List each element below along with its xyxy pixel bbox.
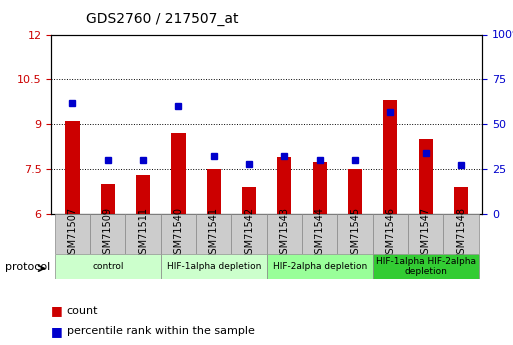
Text: GSM71548: GSM71548 [456, 207, 466, 260]
FancyBboxPatch shape [196, 214, 231, 254]
Text: HIF-1alpha HIF-2alpha
depletion: HIF-1alpha HIF-2alpha depletion [376, 257, 476, 276]
Bar [348, 169, 362, 214]
Bar [383, 100, 398, 214]
Text: GSM71547: GSM71547 [421, 207, 431, 260]
FancyBboxPatch shape [302, 214, 338, 254]
Bar [171, 133, 186, 214]
FancyBboxPatch shape [267, 214, 302, 254]
Text: percentile rank within the sample: percentile rank within the sample [67, 326, 254, 336]
FancyBboxPatch shape [161, 214, 196, 254]
Text: GSM71544: GSM71544 [315, 207, 325, 260]
FancyBboxPatch shape [443, 214, 479, 254]
Text: GSM71543: GSM71543 [280, 207, 289, 260]
FancyBboxPatch shape [161, 254, 267, 279]
FancyBboxPatch shape [373, 254, 479, 279]
Bar [136, 175, 150, 214]
Bar [207, 169, 221, 214]
Text: GDS2760 / 217507_at: GDS2760 / 217507_at [86, 12, 238, 26]
FancyBboxPatch shape [267, 254, 373, 279]
Text: ■: ■ [51, 304, 63, 317]
Text: control: control [92, 262, 124, 271]
Text: ■: ■ [51, 325, 63, 338]
Bar [419, 139, 433, 214]
Bar [66, 121, 80, 214]
FancyBboxPatch shape [90, 214, 126, 254]
Text: HIF-1alpha depletion: HIF-1alpha depletion [167, 262, 261, 271]
Text: GSM71545: GSM71545 [350, 207, 360, 260]
FancyBboxPatch shape [338, 214, 373, 254]
FancyBboxPatch shape [231, 214, 267, 254]
Text: GSM71509: GSM71509 [103, 207, 113, 260]
Text: HIF-2alpha depletion: HIF-2alpha depletion [272, 262, 367, 271]
FancyBboxPatch shape [126, 214, 161, 254]
Text: GSM71507: GSM71507 [68, 207, 77, 260]
Text: count: count [67, 306, 98, 315]
Bar [278, 157, 291, 214]
FancyBboxPatch shape [55, 254, 161, 279]
Text: GSM71546: GSM71546 [385, 207, 396, 260]
Text: GSM71511: GSM71511 [138, 207, 148, 260]
Bar [313, 161, 327, 214]
Bar [242, 187, 256, 214]
Bar [454, 187, 468, 214]
Text: GSM71540: GSM71540 [173, 207, 184, 260]
Text: GSM71541: GSM71541 [209, 207, 219, 260]
Text: GSM71542: GSM71542 [244, 207, 254, 260]
FancyBboxPatch shape [408, 214, 443, 254]
FancyBboxPatch shape [55, 214, 90, 254]
Bar [101, 184, 115, 214]
Text: protocol: protocol [5, 263, 50, 272]
FancyBboxPatch shape [373, 214, 408, 254]
